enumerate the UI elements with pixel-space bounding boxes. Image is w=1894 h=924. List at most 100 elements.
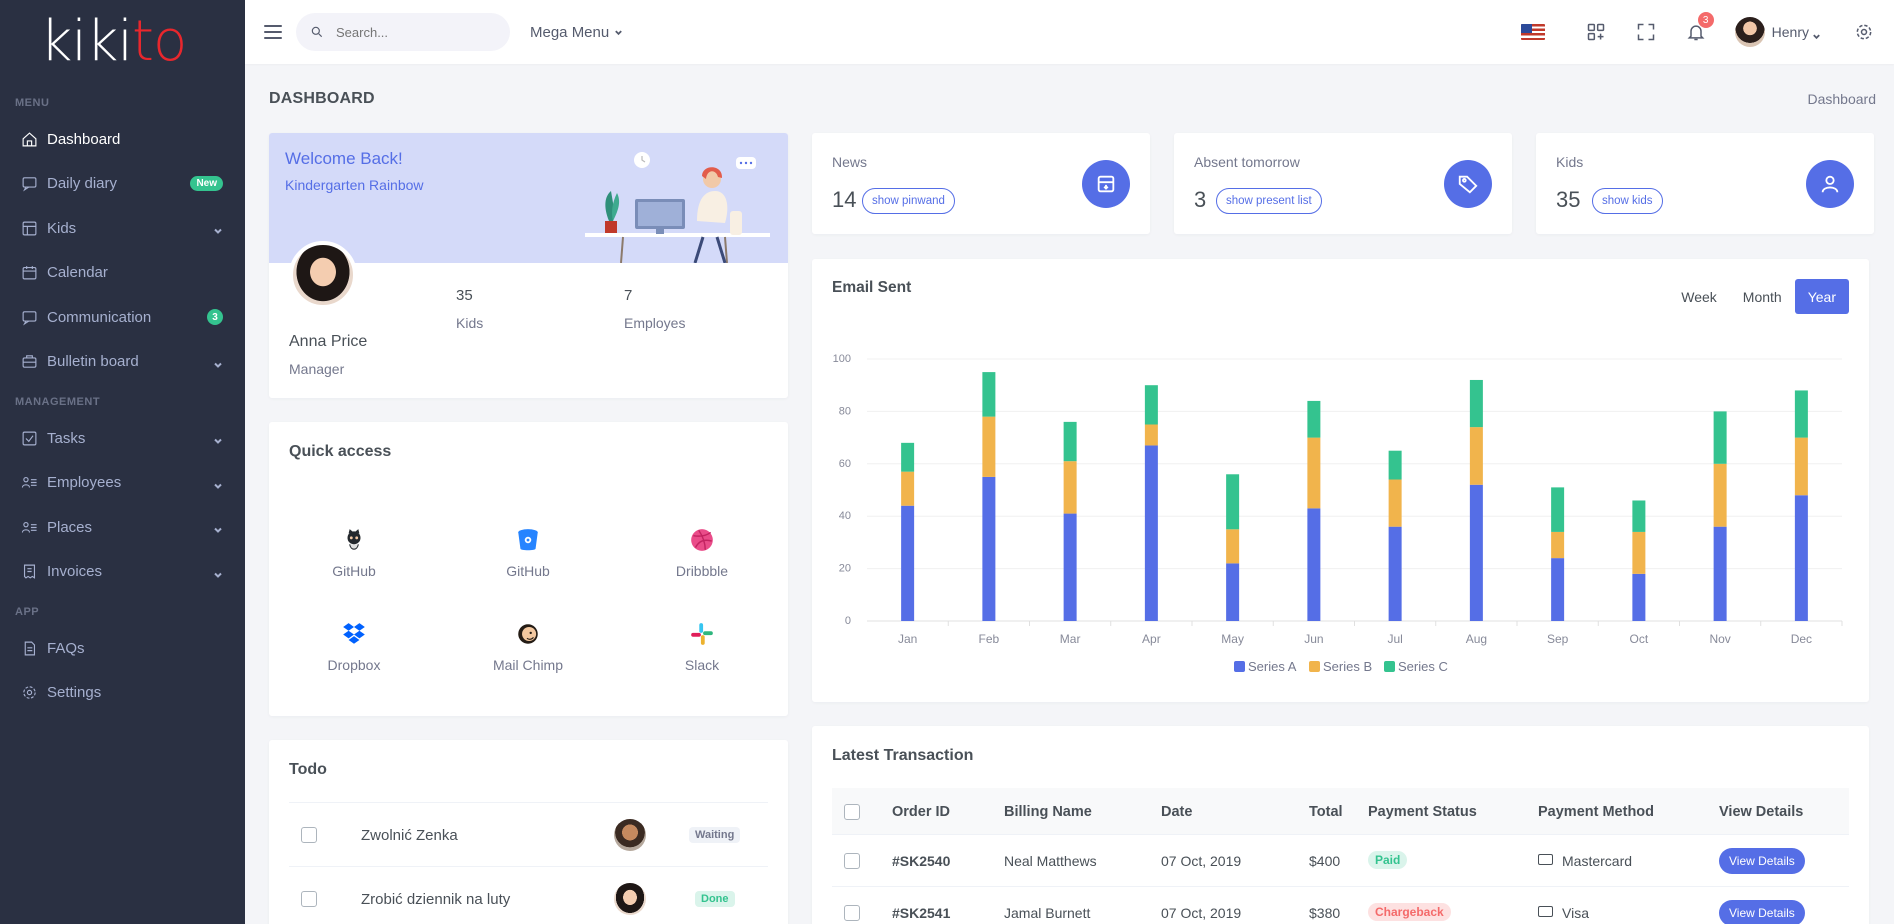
bar-series-a bbox=[1388, 526, 1402, 621]
bar-series-a bbox=[1713, 526, 1727, 621]
show-present-list-button[interactable]: show present list bbox=[1216, 188, 1322, 214]
tag-icon bbox=[1444, 160, 1492, 208]
bar-series-c bbox=[1794, 390, 1808, 438]
bar-series-b bbox=[1226, 529, 1240, 564]
legend-label: Series C bbox=[1398, 659, 1448, 674]
column-header[interactable]: Payment Method bbox=[1538, 804, 1655, 820]
view-details-button[interactable]: View Details bbox=[1719, 900, 1805, 924]
column-header[interactable]: Order ID bbox=[892, 804, 951, 820]
todo-text: Zrobić dziennik na luty bbox=[361, 891, 511, 908]
assignee-avatar bbox=[614, 819, 646, 851]
sidebar-item-label: Kids bbox=[47, 219, 77, 237]
sidebar-item-calendar[interactable]: Calendar bbox=[0, 251, 245, 296]
absent-card: Absent tomorrow 3 show present list bbox=[1174, 133, 1512, 234]
sidebar-item-faqs[interactable]: FAQs bbox=[0, 626, 245, 671]
search-input[interactable] bbox=[336, 24, 486, 40]
brand-logo[interactable]: kikito bbox=[0, 0, 245, 70]
gear-icon[interactable] bbox=[1854, 22, 1874, 42]
sidebar-item-dashboard[interactable]: Dashboard bbox=[0, 117, 245, 162]
sidebar: kikito Menu Dashboard Daily diary New Ki… bbox=[0, 0, 245, 924]
hamburger-menu-icon[interactable] bbox=[264, 25, 282, 39]
quick-link-github[interactable]: GitHub bbox=[294, 525, 414, 579]
sidebar-item-settings[interactable]: Settings bbox=[0, 671, 245, 716]
view-details-button[interactable]: View Details bbox=[1719, 848, 1805, 874]
bell-icon[interactable]: 3 bbox=[1686, 12, 1714, 42]
quick-access-title: Quick access bbox=[289, 443, 392, 460]
sidebar-item-invoices[interactable]: Invoices bbox=[0, 550, 245, 595]
todo-checkbox[interactable] bbox=[301, 827, 317, 843]
employees-label: Employes bbox=[624, 315, 686, 331]
sidebar-item-tasks[interactable]: Tasks bbox=[0, 416, 245, 461]
bar-series-a bbox=[1144, 445, 1158, 621]
todo-title: Todo bbox=[289, 761, 327, 778]
sidebar-item-daily-diary[interactable]: Daily diary New bbox=[0, 162, 245, 207]
chevron-down-icon bbox=[1812, 28, 1821, 39]
order-id[interactable]: #SK2540 bbox=[892, 853, 951, 869]
archive-icon bbox=[1082, 160, 1130, 208]
fullscreen-icon[interactable] bbox=[1636, 22, 1656, 42]
gear-icon bbox=[20, 684, 38, 702]
grid-icon bbox=[20, 219, 38, 237]
sidebar-item-label: Places bbox=[47, 518, 93, 536]
week-button[interactable]: Week bbox=[1681, 288, 1717, 305]
y-tick-label: 0 bbox=[845, 615, 851, 627]
bar-series-a bbox=[1307, 508, 1321, 621]
row-checkbox[interactable] bbox=[844, 905, 860, 921]
row-checkbox[interactable] bbox=[844, 853, 860, 869]
year-button[interactable]: Year bbox=[1794, 279, 1849, 314]
breadcrumb: Dashboard bbox=[1807, 91, 1877, 107]
bar-series-c bbox=[1469, 379, 1483, 428]
status-badge: Done bbox=[695, 891, 735, 907]
chevron-down-icon bbox=[213, 357, 223, 368]
sidebar-item-label: Calendar bbox=[47, 264, 108, 282]
select-all-checkbox[interactable] bbox=[844, 804, 860, 820]
order-id[interactable]: #SK2541 bbox=[892, 905, 951, 921]
bar-series-b bbox=[1469, 427, 1483, 485]
home-icon bbox=[20, 130, 38, 148]
legend-label: Series A bbox=[1248, 659, 1297, 674]
bar-series-c bbox=[1388, 450, 1402, 480]
range-selector: Week Month Year bbox=[1668, 279, 1849, 314]
bar-series-b bbox=[1794, 437, 1808, 496]
quick-link-dribbble[interactable]: Dribbble bbox=[642, 525, 762, 579]
sidebar-item-label: Settings bbox=[47, 684, 102, 702]
column-header[interactable]: Payment Status bbox=[1368, 804, 1477, 820]
column-header[interactable]: View Details bbox=[1719, 804, 1804, 820]
sidebar-item-places[interactable]: Places bbox=[0, 505, 245, 550]
stat-title: Absent tomorrow bbox=[1194, 154, 1300, 170]
sidebar-item-bulletin-board[interactable]: Bulletin board bbox=[0, 340, 245, 385]
user-dropdown[interactable]: Henry bbox=[1734, 17, 1821, 47]
column-header[interactable]: Total bbox=[1309, 804, 1343, 820]
show-kids-button[interactable]: show kids bbox=[1592, 188, 1663, 214]
welcome-banner: Welcome Back! Kindergarten Rainbow bbox=[269, 133, 788, 263]
us-flag-icon[interactable] bbox=[1520, 24, 1545, 40]
month-button[interactable]: Month bbox=[1742, 288, 1782, 305]
billing-name: Neal Matthews bbox=[1004, 853, 1097, 869]
bar-series-b bbox=[1307, 437, 1321, 509]
sidebar-item-kids[interactable]: Kids bbox=[0, 206, 245, 251]
profile-avatar[interactable] bbox=[289, 241, 357, 309]
payment-status-badge: Chargeback bbox=[1368, 903, 1451, 921]
sidebar-item-employees[interactable]: Employees bbox=[0, 461, 245, 506]
quick-link-mailchimp[interactable]: Mail Chimp bbox=[468, 619, 588, 673]
avatar bbox=[1734, 17, 1765, 47]
todo-text: Zwolnić Zenka bbox=[361, 827, 458, 844]
quick-link-bitbucket[interactable]: GitHub bbox=[468, 525, 588, 579]
stat-title: News bbox=[832, 154, 868, 170]
apps-grid-icon[interactable] bbox=[1586, 22, 1606, 42]
latest-transaction-card: Latest Transaction Order ID Billing Name… bbox=[812, 726, 1869, 924]
mega-menu-dropdown[interactable]: Mega Menu bbox=[530, 24, 623, 41]
payment-method: Visa bbox=[1562, 905, 1589, 921]
sidebar-item-communication[interactable]: Communication 3 bbox=[0, 295, 245, 340]
receipt-icon bbox=[20, 563, 38, 581]
chat-icon bbox=[20, 308, 38, 326]
column-header[interactable]: Date bbox=[1161, 804, 1193, 820]
show-pinwand-button[interactable]: show pinwand bbox=[862, 188, 955, 214]
notification-badge: 3 bbox=[1697, 12, 1714, 28]
search-box[interactable] bbox=[296, 13, 510, 51]
todo-checkbox[interactable] bbox=[301, 891, 317, 907]
column-header[interactable]: Billing Name bbox=[1004, 804, 1092, 820]
quick-link-dropbox[interactable]: Dropbox bbox=[294, 619, 414, 673]
table-row: #SK2541 Jamal Burnett 07 Oct, 2019 $380 … bbox=[832, 887, 1849, 924]
quick-link-slack[interactable]: Slack bbox=[642, 619, 762, 673]
